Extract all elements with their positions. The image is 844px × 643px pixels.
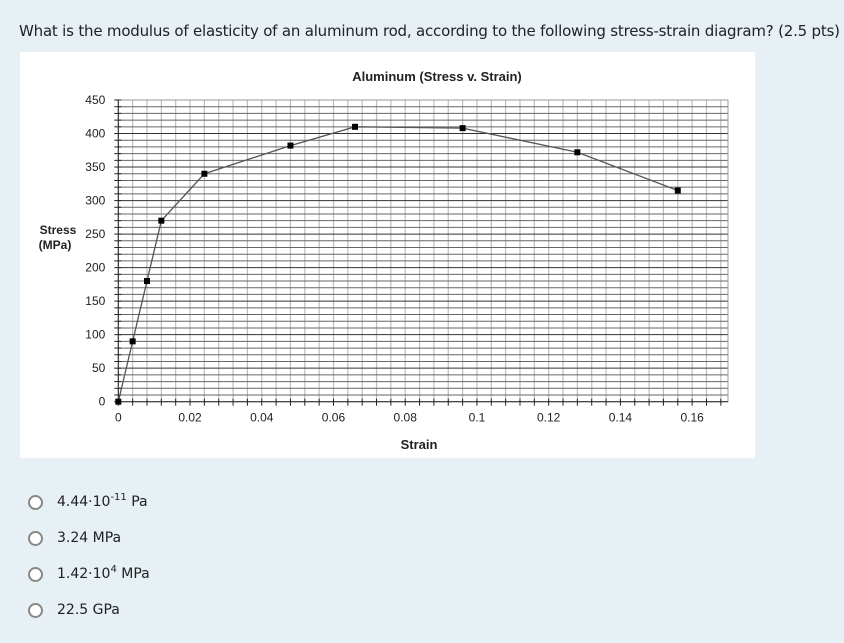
radio-button[interactable] [28, 566, 43, 582]
grid [117, 99, 729, 403]
data-point [352, 123, 359, 130]
data-point [459, 125, 466, 132]
answer-option-4[interactable]: 22.5 GPa [28, 592, 150, 628]
x-tick-label: 0.02 [178, 411, 202, 425]
x-tick-label: 0.1 [469, 411, 486, 425]
y-tick-label: 350 [85, 160, 105, 174]
radio-button[interactable] [28, 602, 43, 618]
answer-option-3[interactable]: 1.42·104 MPa [28, 556, 150, 592]
option-label: 3.24 MPa [57, 530, 121, 546]
y-tick-label: 200 [85, 261, 105, 275]
data-point [143, 278, 150, 285]
data-point [287, 142, 294, 149]
x-tick-label: 0.04 [250, 411, 274, 425]
option-unit: MPa [116, 566, 150, 582]
x-tick-label: 0.12 [537, 411, 561, 425]
option-label: 4.44·10-11 Pa [57, 492, 148, 511]
y-axis-label-line1: Stress [40, 223, 77, 237]
axes: 0 0.02 0.04 0.06 0.08 0.1 0.12 0.14 0.16 0 50 100 15… [85, 93, 728, 425]
answer-option-1[interactable]: 4.44·10-11 Pa [28, 484, 150, 520]
x-tick-label: 0 [115, 411, 122, 425]
x-tick-label: 0.14 [609, 411, 633, 425]
x-tick-label: 0.06 [322, 411, 346, 425]
option-label: 22.5 GPa [57, 602, 120, 618]
series [115, 123, 681, 405]
x-axis-label: Strain [401, 437, 438, 452]
y-tick-label: 100 [85, 328, 105, 342]
y-tick-label: 400 [85, 127, 105, 141]
data-point [158, 217, 165, 224]
radio-button[interactable] [28, 530, 43, 546]
chart-title: Aluminum (Stress v. Strain) [352, 69, 522, 84]
y-tick-label: 50 [92, 361, 106, 375]
question-text: What is the modulus of elasticity of an … [19, 22, 840, 40]
stress-strain-chart: 0 0.02 0.04 0.06 0.08 0.1 0.12 0.14 0.16 0 50 100 15… [20, 52, 755, 458]
y-tick-label: 300 [85, 194, 105, 208]
data-point [115, 398, 122, 405]
y-tick-label: 150 [85, 294, 105, 308]
option-label: 1.42·104 MPa [57, 564, 150, 583]
y-axis-label-line2: (MPa) [39, 238, 72, 252]
x-tick-label: 0.08 [394, 411, 418, 425]
x-tick-label: 0.16 [680, 411, 704, 425]
chart-svg: 0 0.02 0.04 0.06 0.08 0.1 0.12 0.14 0.16 0 50 100 15… [39, 69, 729, 452]
option-exponent: 4 [110, 564, 117, 575]
y-tick-label: 450 [85, 93, 105, 107]
data-point [674, 187, 681, 194]
option-unit: Pa [126, 494, 148, 510]
option-value: 1.42·10 [57, 566, 111, 582]
option-value: 4.44·10 [57, 494, 111, 510]
data-point [201, 170, 208, 177]
y-tick-label: 0 [99, 395, 106, 409]
option-value: 3.24 MPa [57, 530, 122, 546]
y-tick-label: 250 [85, 227, 105, 241]
answer-option-2[interactable]: 3.24 MPa [28, 520, 150, 556]
radio-button[interactable] [28, 494, 43, 510]
data-point [129, 338, 136, 345]
answer-options: 4.44·10-11 Pa 3.24 MPa 1.42·104 MPa 22.5… [28, 484, 150, 628]
series-line [117, 126, 679, 402]
plot-border [117, 99, 729, 403]
option-exponent: -11 [110, 492, 127, 503]
data-point [574, 149, 581, 156]
option-value: 22.5 GPa [57, 602, 120, 618]
